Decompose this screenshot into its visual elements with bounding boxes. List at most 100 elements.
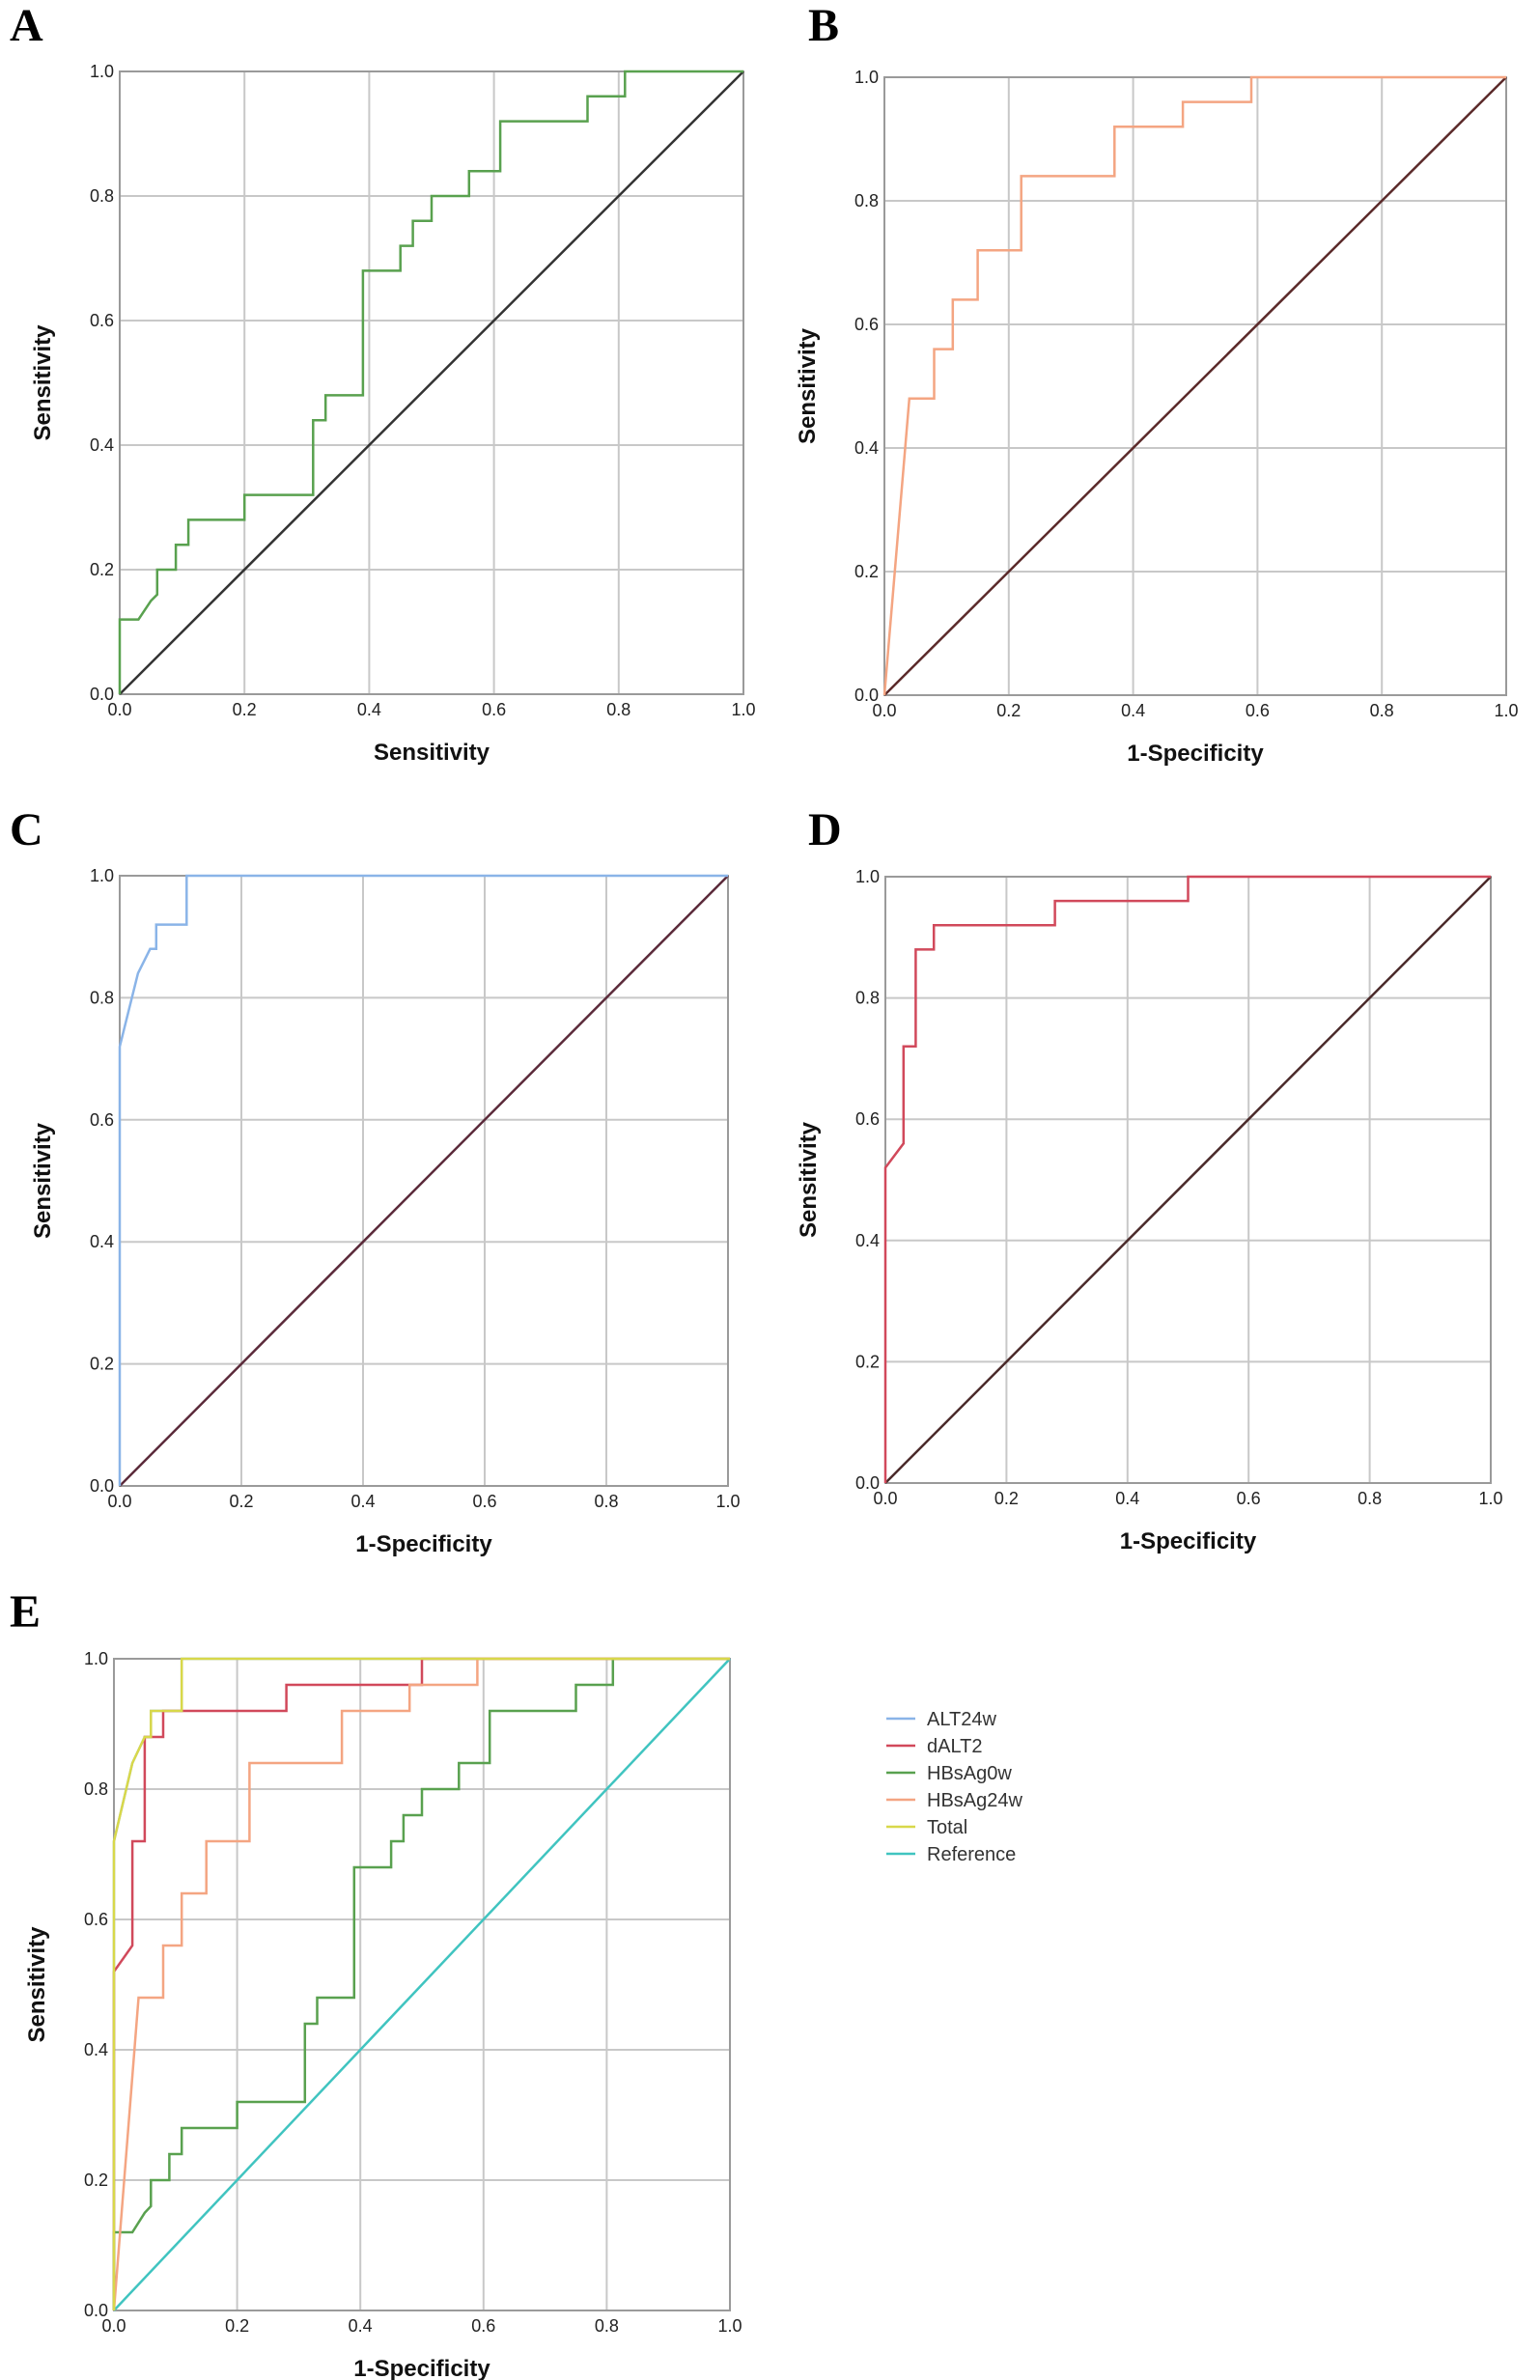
panel-c: C 0.00.0 0.2 0.2 0.4 0.4 0.6 0.6 0.8 0.8 1.0 1.0 1-S… xyxy=(10,804,741,1557)
series-line-hbsag24w xyxy=(882,75,1506,696)
x-tick-label: 0.4 xyxy=(1115,1489,1139,1508)
x-tick-label: 1.0 xyxy=(1478,1489,1502,1508)
plot-frame xyxy=(883,76,1507,696)
y-tick-label: 0.2 xyxy=(855,1352,880,1371)
y-tick-label: 0.4 xyxy=(90,1232,114,1251)
x-tick-label: 0.0 xyxy=(107,700,131,719)
y-tick-label: 1.0 xyxy=(90,62,114,81)
x-tick-label: 1.0 xyxy=(717,2316,742,2336)
y-tick-label: 0.0 xyxy=(854,686,879,705)
legend-label: HBsAg0w xyxy=(927,1763,1012,1784)
x-tick-label: 0.4 xyxy=(350,1492,375,1511)
legend-label: dALT2 xyxy=(927,1736,982,1757)
y-tick-label: 0.0 xyxy=(855,1473,880,1493)
x-tick-label: 0.0 xyxy=(101,2316,126,2336)
x-tick-label: 0.6 xyxy=(471,2316,495,2336)
x-tick-label: 0.6 xyxy=(472,1492,496,1511)
x-axis-title: 1-Specificity xyxy=(1120,1528,1257,1554)
y-tick-label: 0.4 xyxy=(90,435,114,455)
x-tick-label: 0.2 xyxy=(996,701,1021,720)
y-tick-label: 0.0 xyxy=(90,1476,114,1496)
y-tick-label: 0.8 xyxy=(855,989,880,1008)
x-tick-label: 0.0 xyxy=(872,701,896,720)
y-axis-title: Sensitivity xyxy=(24,1926,50,2043)
plot-frame xyxy=(119,70,744,695)
y-tick-label: 1.0 xyxy=(854,68,879,87)
series-line-alt24w xyxy=(118,874,728,1486)
y-tick-label: 0.4 xyxy=(854,438,879,458)
x-tick-label: 1.0 xyxy=(1494,701,1518,720)
x-tick-label: 0.0 xyxy=(107,1492,131,1511)
series-line-reference xyxy=(119,70,744,695)
y-tick-label: 0.8 xyxy=(854,191,879,210)
x-tick-label: 0.4 xyxy=(357,700,381,719)
x-tick-label: 0.6 xyxy=(1237,1489,1261,1508)
series-line-reference xyxy=(884,876,1492,1484)
y-tick-label: 0.2 xyxy=(854,562,879,581)
x-tick-label: 0.4 xyxy=(1121,701,1145,720)
y-tick-label: 0.0 xyxy=(84,2301,108,2320)
y-tick-label: 1.0 xyxy=(84,1649,108,1668)
series-line-hbsag0w xyxy=(112,1657,730,2310)
legend-item: ALT24w xyxy=(886,1709,996,1730)
panel-letter: B xyxy=(808,0,839,51)
legend-item: Total xyxy=(886,1817,967,1838)
y-axis-title: Sensitivity xyxy=(30,1122,56,1239)
x-axis-title: 1-Specificity xyxy=(353,2356,490,2380)
panel-b: B 0.00.0 0.2 0.2 0.4 0.4 0.6 0.6 0.8 0.8 1.0 1.0 1-S… xyxy=(795,0,1519,767)
legend-label: ALT24w xyxy=(927,1709,996,1730)
y-tick-label: 0.6 xyxy=(84,1910,108,1929)
legend-item: HBsAg0w xyxy=(886,1763,1012,1784)
x-tick-label: 0.2 xyxy=(225,2316,249,2336)
legend-label: HBsAg24w xyxy=(927,1790,1022,1811)
panel-letter: E xyxy=(10,1586,41,1638)
legend: ALT24w dALT2 HBsAg0w HBsAg24w Total Reference xyxy=(886,1709,1022,1865)
y-tick-label: 0.8 xyxy=(90,186,114,206)
panel-e: E 0.00.0 0.2 0.2 0.4 0.4 0.6 0.6 0.8 0.8 1.0 1.0 1-S… xyxy=(10,1586,1022,2380)
x-tick-label: 0.8 xyxy=(594,1492,618,1511)
panel-a: A 0.00.0 0.2 0.2 0.4 0.4 0.6 0.6 0.8 0.8 1.0 1.0 Sen… xyxy=(10,0,756,766)
y-tick-label: 0.6 xyxy=(855,1109,880,1129)
series-line-hbsag0w xyxy=(118,70,743,694)
y-tick-label: 0.2 xyxy=(90,560,114,579)
y-tick-label: 1.0 xyxy=(855,867,880,886)
panel-letter: D xyxy=(808,804,842,855)
y-tick-label: 0.4 xyxy=(84,2040,108,2059)
x-tick-label: 0.2 xyxy=(229,1492,253,1511)
x-tick-label: 0.2 xyxy=(233,700,257,719)
y-tick-label: 0.2 xyxy=(84,2170,108,2190)
x-tick-label: 0.8 xyxy=(1370,701,1394,720)
panel-letter: C xyxy=(10,804,43,855)
x-tick-label: 0.6 xyxy=(482,700,506,719)
series-line-reference xyxy=(883,76,1507,696)
legend-item: Reference xyxy=(886,1844,1016,1865)
series-line-reference xyxy=(113,1658,731,2311)
legend-item: HBsAg24w xyxy=(886,1790,1022,1811)
y-tick-label: 1.0 xyxy=(90,866,114,885)
y-tick-label: 0.2 xyxy=(90,1355,114,1374)
y-axis-title: Sensitivity xyxy=(796,1121,822,1238)
x-tick-label: 0.8 xyxy=(1358,1489,1382,1508)
x-tick-label: 0.8 xyxy=(606,700,630,719)
legend-label: Total xyxy=(927,1817,967,1838)
series-line-total xyxy=(112,1657,730,2310)
legend-item: dALT2 xyxy=(886,1736,982,1757)
y-axis-title: Sensitivity xyxy=(30,324,56,441)
x-tick-label: 1.0 xyxy=(715,1492,740,1511)
legend-label: Reference xyxy=(927,1844,1016,1865)
y-tick-label: 0.6 xyxy=(90,311,114,330)
y-tick-label: 0.0 xyxy=(90,685,114,704)
x-axis-title: 1-Specificity xyxy=(1127,741,1264,767)
y-axis-title: Sensitivity xyxy=(795,327,821,444)
x-tick-label: 0.4 xyxy=(349,2316,373,2336)
x-tick-label: 0.8 xyxy=(595,2316,619,2336)
series-line-reference xyxy=(119,875,729,1487)
series-line-dalt2 xyxy=(883,875,1491,1483)
y-tick-label: 0.4 xyxy=(855,1231,880,1250)
y-tick-label: 0.8 xyxy=(84,1779,108,1799)
series-line-hbsag24w xyxy=(112,1657,730,2311)
x-tick-label: 0.2 xyxy=(994,1489,1019,1508)
y-tick-label: 0.6 xyxy=(854,315,879,334)
y-tick-label: 0.6 xyxy=(90,1110,114,1130)
